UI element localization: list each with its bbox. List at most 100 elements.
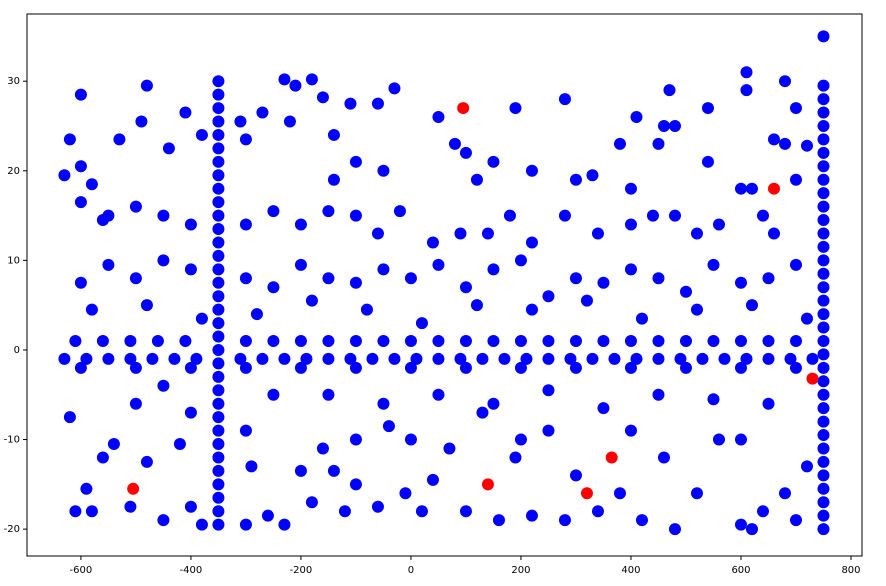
point [591, 505, 604, 518]
point [663, 84, 676, 97]
point [344, 352, 357, 365]
x-tick-label: 400 [621, 565, 640, 576]
point [690, 303, 703, 316]
point [278, 352, 291, 365]
point [212, 518, 225, 531]
point [96, 334, 109, 347]
point [212, 411, 225, 424]
y-tick-label: -20 [4, 524, 20, 535]
point [470, 173, 483, 186]
point [69, 334, 82, 347]
point [157, 514, 170, 527]
point [690, 487, 703, 500]
point [525, 236, 538, 249]
point [388, 352, 401, 365]
point [212, 370, 225, 383]
point [432, 111, 445, 124]
point [349, 155, 362, 168]
point [740, 352, 753, 365]
point [734, 182, 747, 195]
point [597, 402, 610, 415]
point [817, 93, 830, 106]
point [239, 272, 252, 285]
point [212, 357, 225, 370]
point [597, 276, 610, 289]
point [778, 487, 791, 500]
point [652, 334, 665, 347]
point [668, 119, 681, 132]
point [740, 84, 753, 97]
point [454, 227, 467, 240]
point [294, 258, 307, 271]
point [767, 182, 780, 195]
point [212, 115, 225, 128]
point [740, 66, 753, 79]
point [305, 294, 318, 307]
point [806, 372, 819, 385]
point [102, 209, 115, 222]
point [564, 352, 577, 365]
point [476, 406, 489, 419]
point [701, 102, 714, 115]
point [817, 79, 830, 92]
y-tick-label: 30 [7, 76, 20, 87]
point [102, 352, 115, 365]
point [184, 406, 197, 419]
point [212, 397, 225, 410]
point [239, 218, 252, 231]
point [674, 352, 687, 365]
point [140, 79, 153, 92]
point [404, 272, 417, 285]
point [322, 334, 335, 347]
point [322, 205, 335, 218]
point [652, 352, 665, 365]
point [487, 263, 500, 276]
point [102, 258, 115, 271]
point [487, 397, 500, 410]
point [212, 438, 225, 451]
point [404, 361, 417, 374]
point [613, 137, 626, 150]
point [179, 106, 192, 119]
point [745, 299, 758, 312]
point [624, 334, 637, 347]
point [74, 160, 87, 173]
point [234, 115, 247, 128]
point [294, 334, 307, 347]
point [696, 352, 709, 365]
point [366, 352, 379, 365]
point [635, 514, 648, 527]
point [558, 514, 571, 527]
point [817, 509, 830, 522]
point [690, 227, 703, 240]
point [503, 209, 516, 222]
point [580, 294, 593, 307]
point [558, 93, 571, 106]
point [327, 464, 340, 477]
point [212, 384, 225, 397]
point [525, 509, 538, 522]
point [712, 218, 725, 231]
point [487, 334, 500, 347]
point [360, 303, 373, 316]
point [107, 438, 120, 451]
point [212, 196, 225, 209]
point [63, 133, 76, 146]
point [778, 137, 791, 150]
point [58, 169, 71, 182]
point [542, 384, 555, 397]
point [817, 240, 830, 253]
point [542, 424, 555, 437]
point [432, 258, 445, 271]
point [426, 236, 439, 249]
point [454, 352, 467, 365]
point [586, 169, 599, 182]
point [305, 73, 318, 86]
point [817, 119, 830, 132]
point [195, 518, 208, 531]
point [817, 348, 830, 361]
point [212, 102, 225, 115]
point [817, 308, 830, 321]
